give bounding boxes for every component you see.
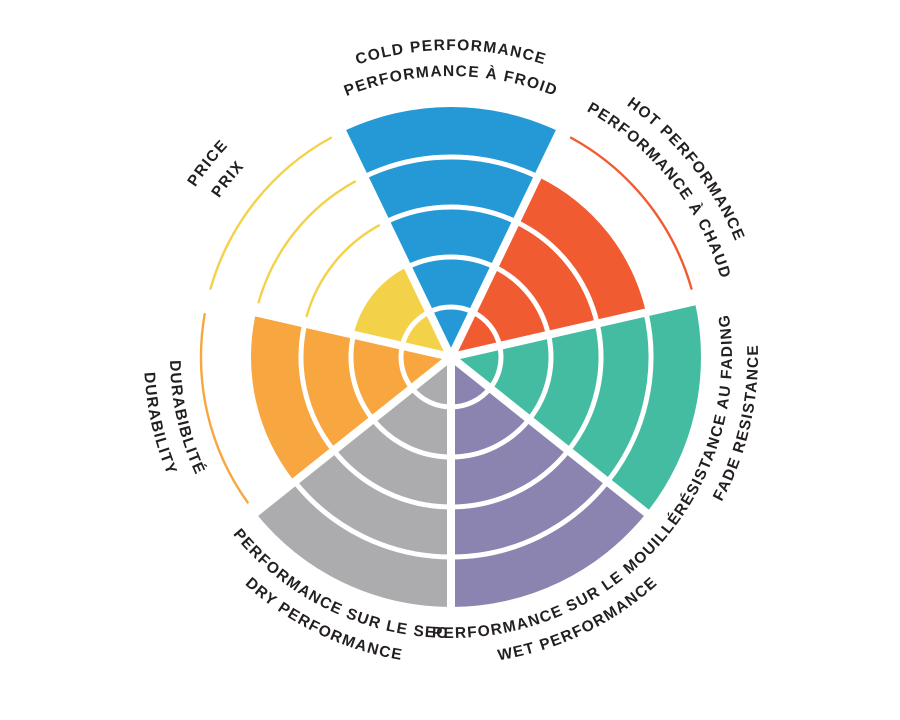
sector-dry-performance-ring-3 — [331, 448, 452, 510]
sector-hot-performance — [451, 136, 693, 357]
sector-fade-resistance-wedge — [451, 301, 701, 513]
sector-wet-performance — [450, 357, 647, 607]
sector-fade-resistance-ring-3 — [566, 323, 604, 453]
sector-price-wedge — [353, 266, 451, 357]
sector-separator — [337, 126, 455, 359]
sector-separator — [450, 296, 700, 361]
sector-separator — [447, 126, 565, 359]
sector-fade-resistance-ring-4 — [605, 311, 654, 484]
sector-price-level-outline-5 — [209, 136, 333, 290]
sector-hot-performance-wedge — [451, 176, 646, 357]
sector-price-level-outline-3 — [305, 224, 381, 318]
sector-wet-performance-wedge — [451, 357, 647, 607]
sector-wet-performance-ring-2 — [450, 417, 532, 460]
sector-durability — [199, 312, 451, 504]
sector-hot-performance-ring-2 — [493, 264, 551, 336]
sector-durability-level-outline-5 — [199, 313, 249, 504]
sector-hot-performance-label-en: HOT PERFORMANCE — [624, 94, 748, 243]
sector-wet-performance-ring-3 — [450, 448, 571, 510]
sector-fade-resistance-ring-2 — [527, 334, 554, 421]
sector-hot-performance-ring-3 — [514, 219, 600, 325]
sector-hot-performance-level-outline-5 — [569, 136, 693, 290]
sector-dry-performance — [255, 357, 452, 607]
sector-separator — [202, 296, 452, 361]
sector-dry-performance-ring-4 — [292, 480, 452, 560]
sector-cold-performance-wedge — [342, 107, 560, 357]
sector-durability-ring-3 — [298, 323, 336, 453]
sector-durability-ring-2 — [348, 334, 375, 421]
sector-cold-performance-label-fr: PERFORMANCE À FROID — [342, 63, 560, 100]
sector-cold-performance-ring-2 — [406, 254, 496, 270]
sector-dry-performance-wedge — [255, 357, 451, 607]
sector-wet-performance-ring-4 — [450, 480, 610, 560]
sector-dry-performance-ring-2 — [370, 417, 452, 460]
sector-separator — [249, 353, 454, 519]
sector-cold-performance-ring-4 — [363, 154, 539, 180]
sector-separator — [448, 353, 653, 519]
sector-cold-performance-ring-3 — [384, 204, 518, 225]
sector-price-level-outline-4 — [257, 180, 357, 304]
sector-cold-performance — [342, 107, 560, 357]
